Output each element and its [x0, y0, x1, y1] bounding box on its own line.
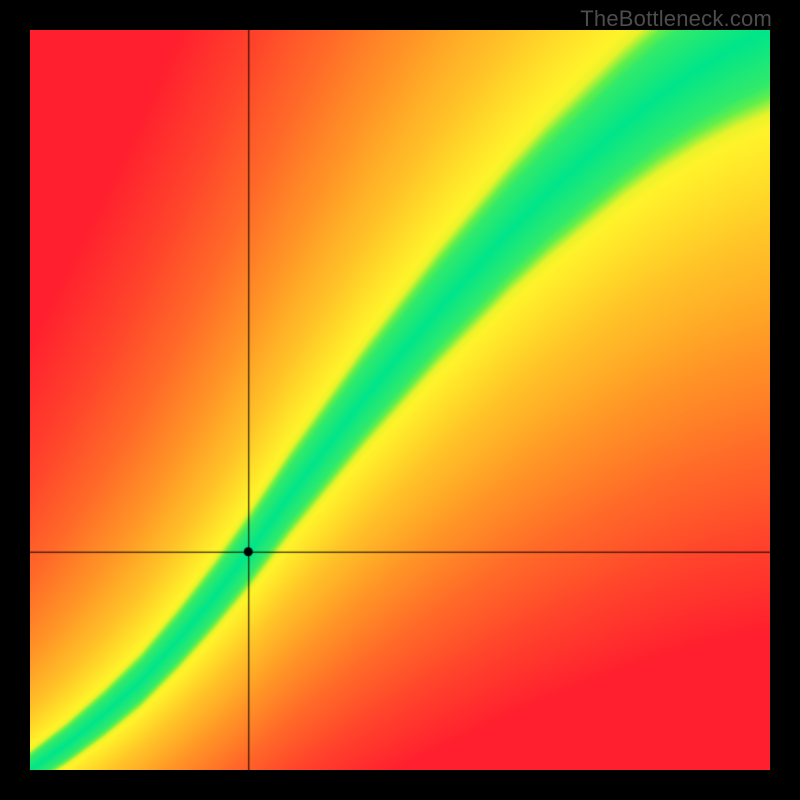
heatmap-canvas	[30, 30, 770, 770]
watermark-label: TheBottleneck.com	[580, 6, 772, 32]
heatmap-plot	[30, 30, 770, 770]
chart-container: TheBottleneck.com	[0, 0, 800, 800]
